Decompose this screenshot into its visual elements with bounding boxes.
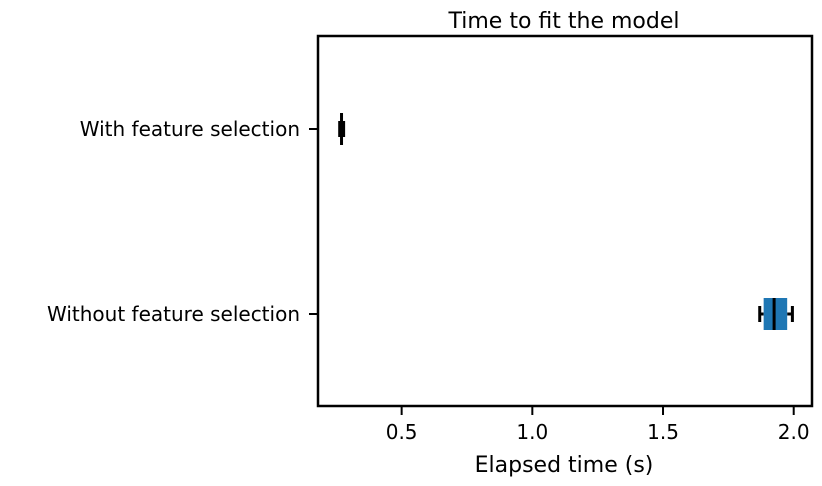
boxes-layer [338, 113, 794, 330]
x-tick-label: 1.0 [516, 420, 548, 444]
category-label: With feature selection [80, 117, 300, 141]
plot-frame [316, 34, 814, 408]
chart-title: Time to fit the model [448, 9, 680, 34]
x-axis-label: Elapsed time (s) [475, 453, 654, 478]
y-axis-ticks: With feature selection Without feature se… [47, 117, 318, 326]
x-tick-label: 1.5 [647, 420, 679, 444]
x-axis-ticks: 0.5 1.0 1.5 2.0 [386, 406, 810, 444]
x-tick-label: 2.0 [778, 420, 810, 444]
x-tick-label: 0.5 [386, 420, 418, 444]
category-label: Without feature selection [47, 302, 300, 326]
